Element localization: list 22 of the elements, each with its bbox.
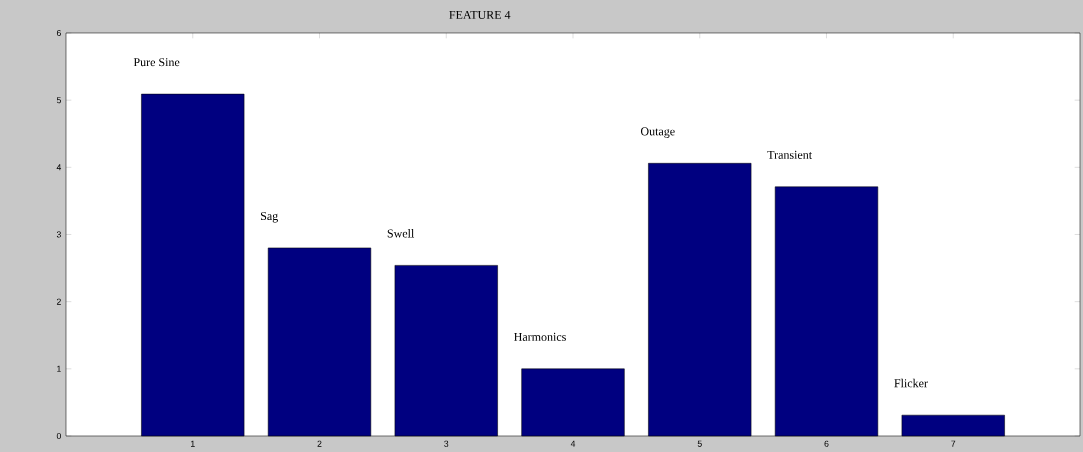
y-tick-label: 1	[57, 365, 61, 372]
annotation: Swell	[387, 229, 415, 238]
annotation: Sag	[261, 211, 278, 223]
x-tick-label: 2	[317, 440, 322, 447]
y-tick-label: 3	[56, 231, 61, 238]
y-tick-label: 5	[56, 97, 61, 104]
annotation: Flicker	[894, 378, 928, 388]
y-tick-label: 0	[56, 432, 61, 440]
x-tick-label: 6	[824, 440, 829, 447]
x-tick-label: 1	[191, 440, 195, 447]
x-tick-label: 3	[444, 440, 449, 447]
y-tick-label: 6	[56, 29, 61, 37]
annotation: Harmonics	[514, 332, 566, 341]
x-tick-label: 5	[697, 440, 702, 447]
y-tick-label: 4	[56, 164, 62, 171]
annotation: Outage	[640, 127, 675, 138]
chart-title: FEATURE 4	[449, 10, 511, 19]
x-tick-label: 7	[951, 440, 956, 447]
annotation: Pure Sine	[133, 58, 180, 67]
x-tick-label: 4	[570, 440, 576, 447]
y-tick-label: 2	[56, 298, 61, 305]
annotation: Transient	[767, 150, 813, 159]
